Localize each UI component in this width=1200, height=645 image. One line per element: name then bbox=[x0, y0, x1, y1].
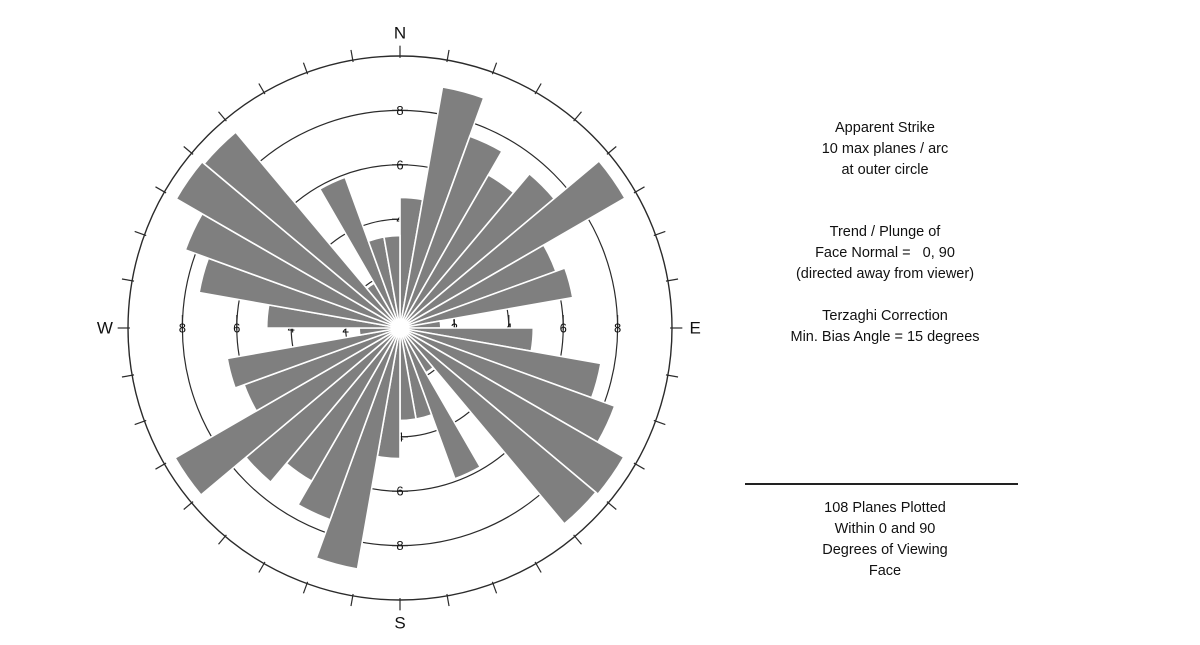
rose-petal bbox=[173, 327, 401, 497]
rose-petal bbox=[399, 135, 504, 329]
radial-scale-label: 8 bbox=[396, 538, 403, 553]
degree-tick bbox=[446, 49, 450, 63]
radial-scale-label: 6 bbox=[233, 321, 240, 336]
legend-line: Face Normal = 0, 90 bbox=[815, 245, 955, 261]
rose-petal bbox=[399, 327, 597, 525]
legend-line: Apparent Strike bbox=[835, 120, 935, 136]
degree-tick bbox=[633, 186, 645, 194]
degree-tick bbox=[446, 593, 450, 607]
rose-diagram-area: 2222444466668888NESW bbox=[97, 23, 701, 633]
degree-tick bbox=[653, 419, 666, 426]
degree-tick bbox=[155, 462, 167, 470]
legend-terzaghi-correction: Terzaghi Correction Min. Bias Angle = 15… bbox=[720, 306, 1050, 348]
compass-label-w: W bbox=[97, 319, 113, 338]
degree-tick bbox=[573, 111, 582, 122]
legend-line: (directed away from viewer) bbox=[795, 266, 975, 282]
rose-petal bbox=[399, 85, 485, 329]
legend-line: Degrees of Viewing bbox=[822, 542, 948, 558]
degree-tick bbox=[258, 561, 266, 573]
radial-scale-label: 6 bbox=[560, 321, 567, 336]
degree-tick bbox=[183, 146, 194, 155]
degree-tick bbox=[573, 534, 582, 545]
rose-petal bbox=[296, 327, 401, 521]
degree-tick bbox=[534, 83, 542, 95]
compass-label-e: E bbox=[689, 319, 700, 338]
radial-scale-label: 6 bbox=[396, 157, 403, 172]
degree-tick bbox=[121, 278, 135, 282]
degree-tick bbox=[350, 593, 354, 607]
rose-petal bbox=[315, 327, 401, 571]
degree-tick bbox=[491, 62, 498, 75]
degree-tick bbox=[665, 278, 679, 282]
radial-scale-label: 8 bbox=[614, 321, 621, 336]
legend-apparent-strike: Apparent Strike 10 max planes / arc at o… bbox=[720, 118, 1050, 181]
rose-petal bbox=[383, 234, 401, 329]
legend-line: Trend / Plunge of bbox=[829, 224, 941, 240]
rose-petal bbox=[399, 327, 482, 480]
degree-tick bbox=[134, 419, 147, 426]
rose-petal bbox=[175, 160, 401, 329]
degree-tick bbox=[534, 561, 542, 573]
compass-label-n: N bbox=[394, 23, 406, 42]
legend-trend-plunge: Trend / Plunge of Face Normal = 0, 90 (d… bbox=[720, 222, 1050, 285]
legend-line: Face bbox=[868, 563, 902, 579]
degree-tick bbox=[350, 49, 354, 63]
rose-petal bbox=[399, 159, 627, 329]
rose-petal bbox=[318, 176, 401, 329]
degree-tick bbox=[121, 374, 135, 378]
legend-line: Min. Bias Angle = 15 degrees bbox=[790, 329, 980, 345]
legend-line: at outer circle bbox=[841, 162, 929, 178]
degree-tick bbox=[665, 374, 679, 378]
degree-tick bbox=[606, 501, 617, 510]
degree-tick bbox=[606, 146, 617, 155]
legend-line: Within 0 and 90 bbox=[834, 521, 936, 537]
degree-tick bbox=[218, 111, 227, 122]
degree-tick bbox=[258, 83, 266, 95]
degree-tick bbox=[653, 230, 666, 237]
compass-label-s: S bbox=[394, 614, 405, 633]
degree-tick bbox=[633, 462, 645, 470]
legend-line: 10 max planes / arc bbox=[821, 141, 949, 157]
degree-tick bbox=[183, 501, 194, 510]
degree-tick bbox=[302, 581, 309, 594]
degree-tick bbox=[155, 186, 167, 194]
legend-line: Terzaghi Correction bbox=[822, 308, 948, 324]
rose-petal bbox=[399, 327, 625, 496]
rose-diagram: 2222444466668888NESW bbox=[97, 23, 701, 633]
degree-tick bbox=[302, 62, 309, 75]
legend-planes-plotted: 108 Planes Plotted Within 0 and 90 Degre… bbox=[720, 498, 1050, 582]
degree-tick bbox=[491, 581, 498, 594]
radial-scale-label: 8 bbox=[396, 103, 403, 118]
radial-scale-label: 8 bbox=[179, 321, 186, 336]
degree-tick bbox=[134, 230, 147, 237]
divider-line bbox=[745, 483, 1018, 485]
right-panel: Apparent Strike 10 max planes / arc at o… bbox=[720, 0, 1050, 645]
rose-petal bbox=[203, 131, 401, 329]
legend-line: 108 Planes Plotted bbox=[824, 500, 946, 516]
radial-scale-label: 6 bbox=[396, 484, 403, 499]
rose-petal bbox=[399, 266, 574, 329]
degree-tick bbox=[218, 534, 227, 545]
rose-petal bbox=[226, 327, 401, 390]
